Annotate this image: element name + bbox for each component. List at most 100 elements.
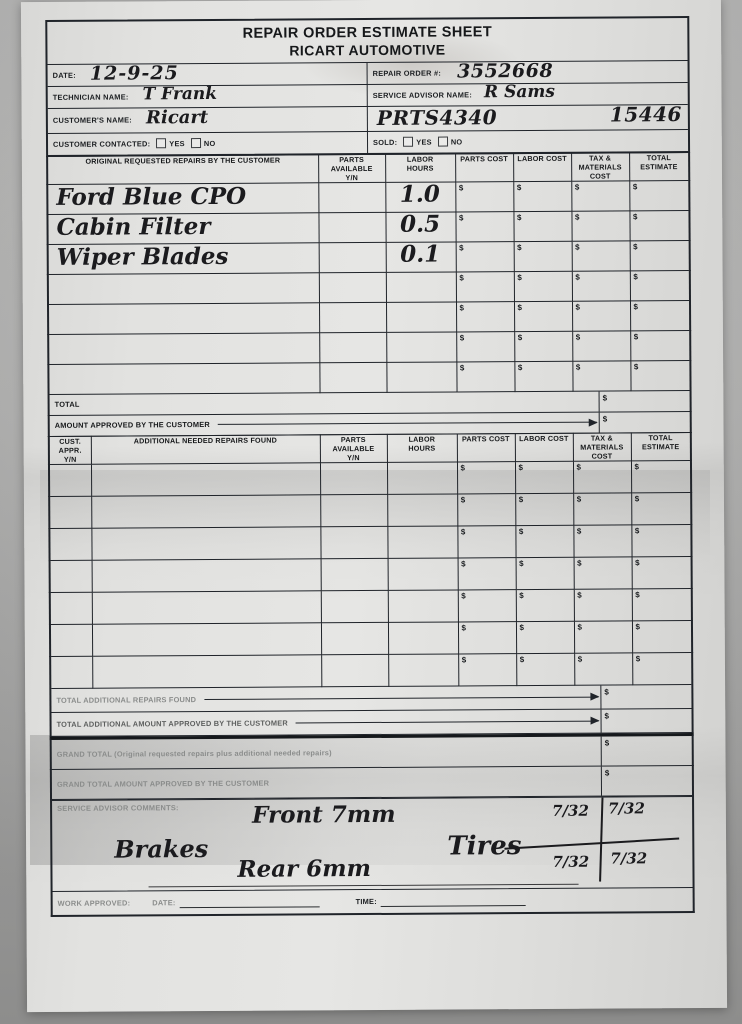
- cell-total-estimate[interactable]: [631, 620, 693, 653]
- cell-total-estimate[interactable]: [630, 460, 692, 493]
- cell-total-estimate[interactable]: [629, 300, 691, 331]
- cell-labor-cost[interactable]: [514, 331, 573, 362]
- cell-additional-repair-description[interactable]: [91, 558, 321, 592]
- cell-labor-hours[interactable]: [387, 589, 458, 623]
- cell-labor-hours[interactable]: 1.0: [385, 180, 456, 213]
- cell-cust-appr[interactable]: [49, 623, 93, 657]
- cell-parts-cost[interactable]: [456, 361, 515, 392]
- cell-tax-materials-cost[interactable]: [573, 556, 632, 590]
- cell-labor-cost[interactable]: [515, 493, 574, 526]
- cell-repair-description[interactable]: Cabin Filter: [47, 212, 319, 245]
- cell-labor-cost[interactable]: [515, 621, 575, 654]
- cell-parts-cost[interactable]: [457, 525, 516, 558]
- cell-parts-cost[interactable]: [457, 493, 516, 526]
- cell-repair-description[interactable]: Ford Blue CPO: [47, 183, 319, 215]
- cell-total-estimate[interactable]: [629, 180, 690, 211]
- cell-tax-materials-cost[interactable]: [573, 588, 632, 622]
- sold-no-checkbox[interactable]: [437, 136, 448, 147]
- cell-parts-cost[interactable]: [455, 241, 514, 272]
- cell-total-estimate[interactable]: [631, 556, 692, 589]
- cell-labor-hours[interactable]: [387, 493, 458, 527]
- field-service-advisor-name[interactable]: SERVICE ADVISOR NAME: R Sams: [368, 82, 688, 106]
- cell-cust-appr[interactable]: [49, 527, 92, 561]
- cell-tax-materials-cost[interactable]: [571, 210, 630, 242]
- cell-total-estimate[interactable]: [631, 492, 692, 525]
- original-approved-value[interactable]: [598, 411, 690, 433]
- cell-additional-repair-description[interactable]: [91, 526, 321, 560]
- grand-total-approved-value[interactable]: [600, 765, 693, 796]
- cell-parts-available[interactable]: [320, 590, 388, 623]
- cell-labor-hours[interactable]: [387, 621, 459, 655]
- cell-repair-description[interactable]: [48, 302, 320, 335]
- cell-parts-cost[interactable]: [457, 557, 516, 590]
- cell-total-estimate[interactable]: [629, 240, 690, 271]
- cell-cust-appr[interactable]: [48, 463, 92, 497]
- original-total-value[interactable]: [598, 390, 690, 412]
- cell-repair-description[interactable]: [48, 332, 320, 365]
- field-technician-name[interactable]: TECHNICIAN NAME: T Frank: [47, 84, 368, 108]
- field-repair-order[interactable]: REPAIR ORDER #: 3552668: [368, 60, 688, 84]
- cell-labor-hours[interactable]: [386, 461, 458, 495]
- cell-labor-cost[interactable]: [515, 557, 574, 590]
- cell-parts-available[interactable]: [319, 462, 388, 495]
- field-parts-number[interactable]: PRTS4340 15446: [368, 102, 688, 131]
- cell-total-estimate[interactable]: [632, 652, 693, 685]
- cell-cust-appr[interactable]: [49, 495, 92, 529]
- customer-contacted-no-checkbox[interactable]: [190, 138, 201, 149]
- cell-tax-materials-cost[interactable]: [574, 652, 633, 686]
- total-additional-value[interactable]: [600, 684, 692, 709]
- cell-labor-cost[interactable]: [513, 301, 573, 332]
- sold-yes-checkbox[interactable]: [403, 136, 414, 148]
- cell-total-estimate[interactable]: [631, 524, 692, 557]
- cell-labor-hours[interactable]: [385, 271, 456, 303]
- cell-parts-cost[interactable]: [456, 461, 516, 494]
- cell-total-estimate[interactable]: [629, 270, 690, 301]
- cell-parts-cost[interactable]: [457, 589, 516, 622]
- cell-parts-cost[interactable]: [455, 211, 514, 242]
- cell-parts-available[interactable]: [318, 182, 386, 213]
- cell-additional-repair-description[interactable]: [91, 494, 321, 528]
- cell-parts-available[interactable]: [319, 362, 387, 393]
- cell-tax-materials-cost[interactable]: [571, 300, 631, 332]
- cell-tax-materials-cost[interactable]: [572, 330, 631, 362]
- cell-labor-hours[interactable]: [386, 361, 457, 393]
- cell-labor-hours[interactable]: [386, 331, 457, 363]
- cell-labor-hours[interactable]: [387, 557, 458, 591]
- cell-parts-cost[interactable]: [457, 621, 517, 654]
- cell-additional-repair-description[interactable]: [91, 622, 322, 656]
- cell-labor-hours[interactable]: [388, 653, 459, 687]
- footer-date-input[interactable]: [179, 896, 320, 908]
- cell-parts-cost[interactable]: [455, 301, 515, 332]
- cell-tax-materials-cost[interactable]: [572, 460, 632, 494]
- cell-labor-cost[interactable]: [514, 461, 574, 494]
- cell-labor-cost[interactable]: [515, 525, 574, 558]
- cell-cust-appr[interactable]: [50, 655, 93, 689]
- cell-labor-cost[interactable]: [513, 181, 572, 212]
- cell-total-estimate[interactable]: [630, 330, 691, 361]
- field-date[interactable]: DATE: 12-9-25: [47, 62, 368, 86]
- cell-parts-available[interactable]: [320, 558, 388, 591]
- cell-parts-available[interactable]: [320, 526, 388, 559]
- cell-labor-hours[interactable]: [385, 301, 457, 333]
- cell-repair-description[interactable]: [47, 272, 319, 305]
- cell-parts-available[interactable]: [320, 494, 388, 527]
- cell-labor-hours[interactable]: 0.5: [385, 210, 456, 243]
- cell-labor-hours[interactable]: [387, 525, 458, 559]
- cell-parts-cost[interactable]: [455, 181, 514, 212]
- cell-cust-appr[interactable]: [49, 591, 92, 625]
- cell-additional-repair-description[interactable]: [90, 462, 321, 496]
- cell-parts-available[interactable]: [318, 242, 386, 273]
- cell-labor-cost[interactable]: [516, 653, 575, 686]
- cell-tax-materials-cost[interactable]: [571, 180, 630, 212]
- customer-contacted-yes-checkbox[interactable]: [156, 138, 167, 149]
- cell-parts-cost[interactable]: [456, 331, 515, 362]
- cell-labor-hours[interactable]: 0.1: [385, 240, 456, 273]
- cell-cust-appr[interactable]: [49, 559, 92, 593]
- cell-tax-materials-cost[interactable]: [573, 524, 632, 558]
- cell-total-estimate[interactable]: [630, 360, 691, 391]
- cell-labor-cost[interactable]: [513, 241, 572, 272]
- total-additional-approved-value[interactable]: [600, 708, 692, 733]
- cell-tax-materials-cost[interactable]: [573, 620, 633, 654]
- cell-parts-available[interactable]: [318, 212, 386, 243]
- cell-parts-available[interactable]: [321, 654, 389, 687]
